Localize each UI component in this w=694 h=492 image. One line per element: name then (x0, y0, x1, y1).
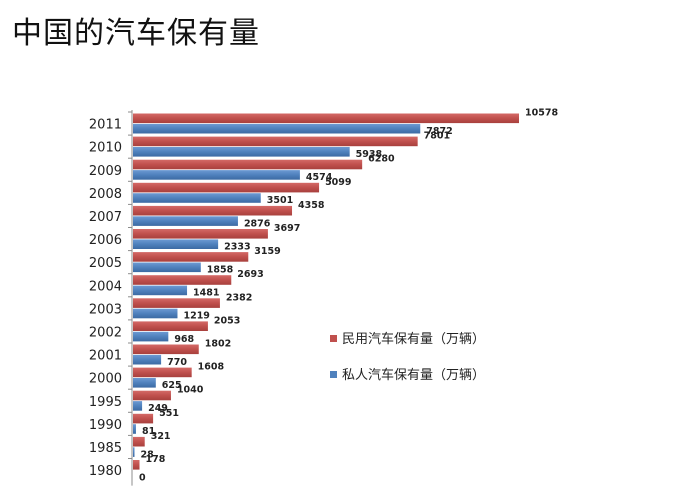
bar-civil-2003 (133, 298, 220, 308)
y-tick-label: 1980 (89, 464, 122, 479)
slide-title: 中国的汽车保有量 (12, 16, 260, 51)
bar-private-1985 (133, 447, 135, 457)
bar-civil-2002 (133, 321, 208, 331)
data-label: 1858 (207, 265, 234, 276)
bar-civil-1980 (133, 460, 140, 470)
data-label: 7872 (426, 126, 452, 137)
bar-private-2006 (133, 239, 219, 249)
data-label: 551 (159, 408, 179, 419)
data-label: 249 (148, 403, 168, 414)
data-label: 4574 (306, 172, 333, 183)
y-tick-label: 2010 (89, 141, 122, 156)
bar-civil-2004 (133, 275, 232, 285)
data-label: 0 (139, 472, 146, 483)
data-label: 3501 (267, 195, 293, 206)
data-label: 6280 (368, 154, 395, 165)
data-label: 2382 (226, 292, 252, 303)
data-label: 4358 (298, 200, 325, 211)
bar-private-2001 (133, 354, 162, 365)
data-label: 1219 (183, 311, 209, 322)
bar-civil-2011 (133, 113, 519, 124)
bar-private-2008 (133, 193, 261, 203)
bar-private-2009 (133, 170, 300, 180)
legend-label-private: 私人汽车保有量（万辆） (342, 367, 485, 383)
y-tick-label: 1990 (89, 418, 122, 433)
legend-label-civil: 民用汽车保有量（万辆） (342, 331, 485, 347)
bar-private-2004 (133, 285, 188, 296)
bar-private-1995 (133, 401, 143, 411)
data-label: 2876 (244, 218, 271, 229)
data-label: 5938 (356, 149, 383, 160)
data-label: 1608 (198, 362, 225, 373)
y-tick-label: 2000 (89, 372, 122, 387)
bar-civil-1990 (133, 413, 154, 424)
bar-private-2005 (133, 262, 201, 273)
bar-civil-2007 (133, 205, 293, 216)
data-label: 2053 (214, 315, 240, 326)
axis-layer: 2011 2010 2009 2008 2007 2006 2005 2004 2003 2002… (89, 110, 133, 486)
y-tick-label: 2007 (89, 210, 122, 225)
data-label: 178 (145, 454, 165, 465)
y-tick-label: 2011 (89, 118, 122, 133)
bar-private-2003 (133, 308, 178, 319)
y-tick-label: 2001 (89, 349, 122, 364)
data-label: 2693 (237, 269, 263, 280)
data-label: 5099 (325, 177, 351, 188)
bar-civil-1995 (133, 390, 171, 401)
data-label: 7801 (424, 131, 450, 142)
legend-swatch-civil (330, 335, 337, 342)
bar-private-2000 (133, 378, 156, 388)
y-tick-label: 2003 (89, 302, 122, 317)
y-tick-label: 1995 (89, 395, 122, 410)
legend: 民用汽车保有量（万辆） 私人汽车保有量（万辆） (330, 331, 485, 383)
bar-civil-2010 (133, 136, 418, 147)
y-tick-label: 2004 (89, 279, 122, 294)
data-label: 81 (142, 426, 155, 437)
bar-civil-2009 (133, 159, 363, 170)
y-tick-label: 2006 (89, 233, 122, 248)
bar-private-2011 (133, 123, 421, 134)
bar-civil-2005 (133, 252, 249, 262)
bars-layer (133, 113, 519, 470)
bar-private-2010 (133, 147, 350, 157)
data-label: 3159 (254, 246, 280, 257)
bar-private-2002 (133, 331, 169, 342)
bar-civil-2008 (133, 182, 320, 193)
data-label: 1481 (193, 288, 219, 299)
legend-swatch-private (330, 371, 337, 378)
bar-private-2007 (133, 216, 238, 226)
data-label: 10578 (525, 108, 558, 119)
y-tick-label: 2002 (89, 325, 122, 340)
data-label: 968 (174, 334, 194, 345)
data-label: 28 (141, 449, 155, 460)
data-label: 1802 (205, 339, 231, 350)
data-label: 3697 (274, 223, 300, 234)
y-tick-label: 2005 (89, 256, 122, 271)
y-tick-label: 2008 (89, 187, 122, 202)
data-label: 1040 (177, 385, 204, 396)
data-label: 770 (167, 357, 187, 368)
y-tick-label: 2009 (89, 164, 122, 179)
data-label: 2333 (224, 241, 250, 252)
y-tick-label: 1985 (89, 441, 122, 456)
bar-civil-2000 (133, 367, 192, 378)
bar-private-1990 (133, 424, 136, 434)
data-label: 625 (162, 380, 182, 391)
bar-civil-1985 (133, 436, 145, 447)
data-label: 321 (151, 431, 171, 442)
bar-civil-2006 (133, 229, 268, 239)
bar-civil-2001 (133, 344, 199, 355)
